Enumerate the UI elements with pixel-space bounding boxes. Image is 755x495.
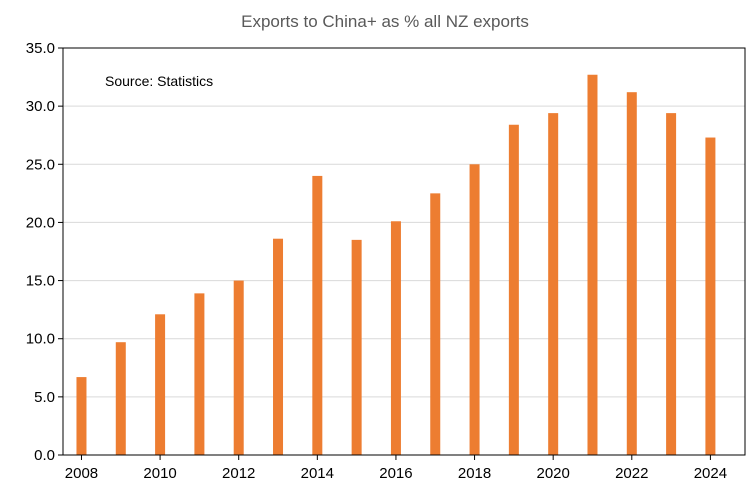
x-tick-label: 2010 [143, 465, 176, 482]
bar-2024 [705, 137, 716, 456]
chart-title: Exports to China+ as % all NZ exports [241, 12, 529, 31]
bar-2023 [666, 113, 677, 456]
y-tick-label: 5.0 [34, 389, 55, 406]
x-tick-label: 2014 [301, 465, 334, 482]
y-tick-label: 30.0 [26, 98, 55, 115]
x-tick-label: 2022 [615, 465, 648, 482]
plot-area [62, 47, 746, 456]
x-tick-label: 2020 [536, 465, 569, 482]
x-tick-label: 2016 [379, 465, 412, 482]
bars [76, 74, 716, 456]
bar-2009 [115, 342, 126, 455]
x-tick-label: 2012 [222, 465, 255, 482]
x-tick-label: 2024 [694, 465, 727, 482]
x-tick-label: 2008 [65, 465, 98, 482]
x-axis-ticks: 2008 2010 2012 2014 2016 2018 2020 2022 2024 [65, 455, 727, 482]
bar-2017 [430, 193, 441, 455]
bar-2014 [312, 175, 323, 455]
bar-2018 [469, 164, 480, 456]
bar-2015 [351, 239, 362, 455]
bar-2008 [76, 377, 87, 455]
bar-2016 [390, 221, 401, 455]
source-annotation: Source: Statistics [105, 73, 213, 89]
y-tick-label: 10.0 [26, 331, 55, 348]
bar-2022 [626, 92, 637, 455]
y-axis-ticks: 0.0 5.0 10.0 15.0 20.0 25.0 30.0 35.0 [26, 40, 63, 464]
bar-2020 [548, 113, 559, 456]
bar-2010 [155, 314, 166, 455]
y-tick-label: 35.0 [26, 40, 55, 57]
y-tick-label: 20.0 [26, 214, 55, 231]
bar-2012 [233, 280, 244, 455]
y-tick-label: 15.0 [26, 273, 55, 290]
gridlines [63, 105, 745, 398]
bar-2019 [508, 124, 519, 456]
bar-2011 [194, 293, 205, 455]
y-tick-label: 0.0 [34, 447, 55, 464]
x-tick-label: 2018 [458, 465, 491, 482]
bar-2013 [273, 238, 284, 455]
bar-2021 [587, 74, 598, 455]
y-tick-label: 25.0 [26, 156, 55, 173]
